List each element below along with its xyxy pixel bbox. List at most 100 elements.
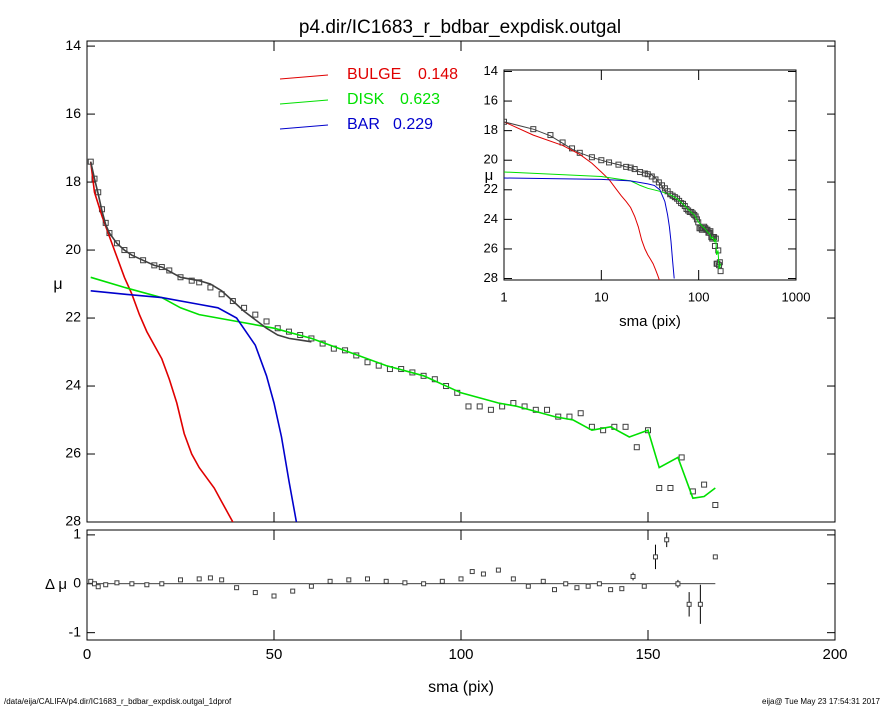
model-line (90, 276, 716, 500)
plot-frame (503, 69, 797, 281)
residual-point (652, 554, 658, 560)
footer-stamp: eija@ Tue May 23 17:54:31 2017 (762, 697, 881, 706)
data-point (717, 268, 724, 275)
plot-layer (504, 118, 724, 280)
data-point (207, 284, 214, 291)
residual-point (525, 583, 531, 589)
data-point (465, 403, 472, 410)
residual-point (608, 587, 614, 593)
x-tick-label: 100 (688, 289, 710, 304)
footer-path: /data/eija/CALIFA/p4.dir/IC1683_r_bdbar_… (4, 697, 232, 706)
y-tick-label: 24 (484, 211, 498, 226)
x-tick-label: 200 (822, 646, 847, 663)
model-line (89, 161, 234, 522)
legend-fraction: 0.229 (393, 116, 433, 133)
legend-line (279, 74, 329, 80)
inset-x-axis-label: sma (pix) (619, 313, 681, 330)
residual-point (510, 576, 516, 582)
residual-point (129, 581, 135, 587)
y-tick-label: 18 (65, 173, 81, 189)
plot-frame (86, 529, 836, 641)
residual-point (365, 576, 370, 582)
residual-point (664, 537, 670, 543)
data-point (487, 406, 494, 413)
y-tick-label: 22 (65, 309, 81, 325)
x-tick-label: 1000 (782, 289, 811, 304)
residual-point (271, 593, 277, 599)
data-point (121, 247, 128, 254)
residual-point (114, 580, 120, 586)
legend-fraction: 0.148 (418, 66, 458, 83)
y-tick-label: 26 (65, 445, 81, 461)
x-axis-label: sma (pix) (428, 679, 494, 696)
y-tick-label: 20 (484, 152, 498, 167)
residual-point (686, 601, 692, 607)
residual-point (346, 577, 352, 583)
data-point (263, 318, 270, 325)
residual-point (234, 585, 240, 591)
y-tick-label: 14 (484, 63, 498, 78)
residual-point (619, 586, 625, 592)
y-tick-label: 1 (73, 526, 81, 542)
residual-point (159, 581, 165, 587)
residual-point (641, 583, 647, 589)
data-point (443, 383, 450, 390)
data-point (656, 485, 663, 492)
data-point (709, 235, 716, 242)
x-tick-label: 50 (266, 646, 283, 663)
y-tick-label: 20 (65, 241, 81, 257)
residual-point (439, 578, 445, 584)
model-line (504, 121, 660, 280)
plot-layer (87, 158, 719, 522)
residual-point (469, 569, 475, 575)
residual-point (458, 576, 464, 582)
x-tick-label: 150 (635, 646, 660, 663)
data-point (128, 252, 135, 259)
data-point (678, 454, 685, 461)
data-point (711, 242, 718, 249)
residual-point (91, 581, 97, 587)
residual-point (219, 577, 225, 583)
y-axis-label: μ (53, 276, 62, 293)
y-tick-label: 28 (65, 513, 81, 529)
data-point (606, 159, 613, 166)
x-tick-label: 1 (500, 289, 507, 304)
residual-point (290, 588, 296, 594)
model-line (89, 161, 312, 343)
y-tick-label: 26 (484, 240, 498, 255)
data-point (252, 311, 259, 318)
residual-point (327, 578, 333, 584)
model-line (504, 171, 722, 270)
y-tick-label: 14 (65, 37, 81, 53)
model-line (90, 290, 298, 522)
residual-point (630, 573, 636, 579)
legend-line (279, 124, 329, 130)
legend-fraction: 0.623 (400, 91, 440, 108)
y-tick-label: -1 (69, 623, 82, 639)
residual-point (252, 590, 258, 596)
data-point (667, 485, 674, 492)
data-point (598, 157, 605, 164)
data-point (364, 359, 371, 366)
data-point (140, 257, 147, 264)
inset-y-axis-label: μ (485, 167, 494, 184)
residual-point (308, 583, 314, 589)
data-point (188, 277, 195, 284)
residual-point (178, 577, 183, 583)
residual-point (585, 583, 591, 589)
data-point (622, 423, 629, 430)
x-tick-label: 0 (83, 646, 91, 663)
residual-point (712, 554, 718, 560)
y-tick-label: 24 (65, 377, 81, 393)
legend-label: BAR (347, 116, 380, 133)
data-point (615, 161, 622, 168)
data-point (504, 118, 507, 125)
residual-point (196, 576, 202, 582)
y-tick-label: 16 (484, 92, 498, 107)
data-point (544, 406, 551, 413)
x-tick-label: 100 (448, 646, 473, 663)
data-point (588, 154, 595, 161)
y-tick-label: 22 (484, 181, 498, 196)
residual-point (144, 582, 150, 588)
